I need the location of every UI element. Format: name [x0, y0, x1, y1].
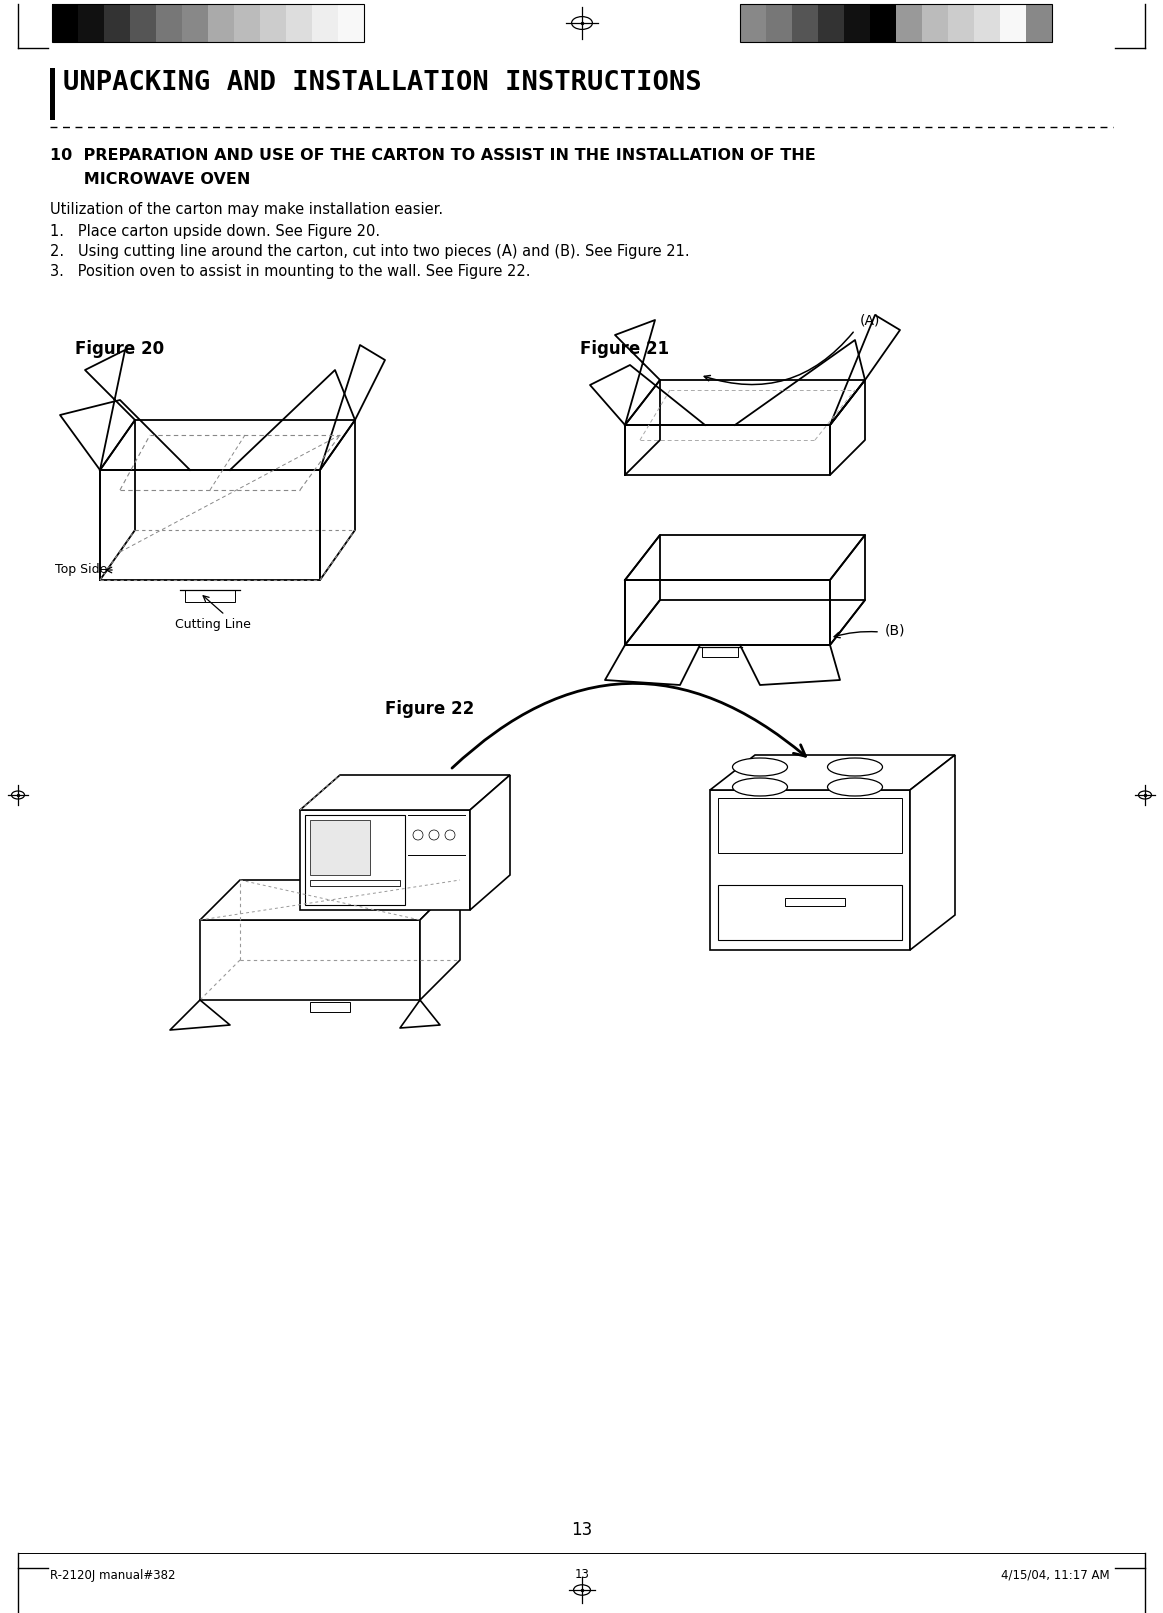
- Bar: [870, 3, 896, 42]
- Text: UNPACKING AND INSTALLATION INSTRUCTIONS: UNPACKING AND INSTALLATION INSTRUCTIONS: [63, 69, 701, 97]
- Polygon shape: [200, 881, 461, 919]
- Ellipse shape: [12, 790, 24, 798]
- Bar: [78, 3, 104, 42]
- Circle shape: [429, 831, 438, 840]
- Polygon shape: [200, 919, 420, 1000]
- Text: Top Side: Top Side: [55, 563, 107, 576]
- Polygon shape: [420, 881, 461, 1000]
- Ellipse shape: [571, 16, 592, 29]
- Bar: [181, 3, 208, 42]
- Polygon shape: [470, 774, 511, 910]
- Bar: [185, 590, 235, 602]
- Bar: [286, 3, 312, 42]
- Bar: [1000, 3, 1026, 42]
- Bar: [52, 3, 78, 42]
- Text: MICROWAVE OVEN: MICROWAVE OVEN: [50, 173, 250, 187]
- Bar: [785, 898, 846, 907]
- Text: Utilization of the carton may make installation easier.: Utilization of the carton may make insta…: [50, 202, 443, 218]
- Circle shape: [445, 831, 455, 840]
- Text: (B): (B): [885, 623, 906, 637]
- Text: 3.   Position oven to assist in mounting to the wall. See Figure 22.: 3. Position oven to assist in mounting t…: [50, 265, 530, 279]
- Text: 13: 13: [571, 1521, 593, 1539]
- Ellipse shape: [573, 1586, 591, 1595]
- Bar: [896, 3, 922, 42]
- Bar: [208, 3, 234, 42]
- Bar: [740, 3, 766, 42]
- Bar: [1026, 3, 1053, 42]
- Polygon shape: [300, 810, 470, 910]
- Polygon shape: [709, 755, 955, 790]
- Text: Cutting Line: Cutting Line: [174, 618, 251, 631]
- Bar: [156, 3, 181, 42]
- Bar: [718, 886, 902, 940]
- Ellipse shape: [733, 758, 787, 776]
- Text: 4/15/04, 11:17 AM: 4/15/04, 11:17 AM: [1001, 1568, 1110, 1581]
- Bar: [844, 3, 870, 42]
- Bar: [234, 3, 261, 42]
- Text: Figure 22: Figure 22: [385, 700, 475, 718]
- Text: Figure 21: Figure 21: [580, 340, 669, 358]
- Bar: [702, 647, 739, 656]
- Bar: [261, 3, 286, 42]
- Bar: [130, 3, 156, 42]
- Bar: [818, 3, 844, 42]
- Ellipse shape: [828, 777, 883, 795]
- Text: 10  PREPARATION AND USE OF THE CARTON TO ASSIST IN THE INSTALLATION OF THE: 10 PREPARATION AND USE OF THE CARTON TO …: [50, 148, 815, 163]
- Text: (A): (A): [859, 313, 880, 327]
- Bar: [922, 3, 948, 42]
- Bar: [740, 3, 1053, 42]
- Bar: [104, 3, 130, 42]
- Bar: [948, 3, 973, 42]
- Bar: [50, 68, 55, 119]
- Bar: [311, 819, 370, 874]
- Polygon shape: [909, 755, 955, 950]
- Text: Figure 20: Figure 20: [74, 340, 164, 358]
- Ellipse shape: [733, 777, 787, 795]
- Text: R-2120J manual#382: R-2120J manual#382: [50, 1568, 176, 1581]
- Bar: [311, 881, 400, 886]
- Bar: [718, 798, 902, 853]
- Ellipse shape: [1139, 790, 1151, 798]
- Bar: [305, 815, 405, 905]
- Bar: [973, 3, 1000, 42]
- Polygon shape: [300, 774, 511, 810]
- Ellipse shape: [828, 758, 883, 776]
- Bar: [312, 3, 338, 42]
- Bar: [52, 3, 364, 42]
- Bar: [338, 3, 364, 42]
- Text: 13: 13: [575, 1568, 590, 1581]
- Circle shape: [413, 831, 423, 840]
- Bar: [792, 3, 818, 42]
- Text: 2.   Using cutting line around the carton, cut into two pieces (A) and (B). See : 2. Using cutting line around the carton,…: [50, 244, 690, 260]
- Bar: [709, 790, 909, 950]
- Bar: [311, 1002, 350, 1011]
- Bar: [766, 3, 792, 42]
- Text: 1.   Place carton upside down. See Figure 20.: 1. Place carton upside down. See Figure …: [50, 224, 380, 239]
